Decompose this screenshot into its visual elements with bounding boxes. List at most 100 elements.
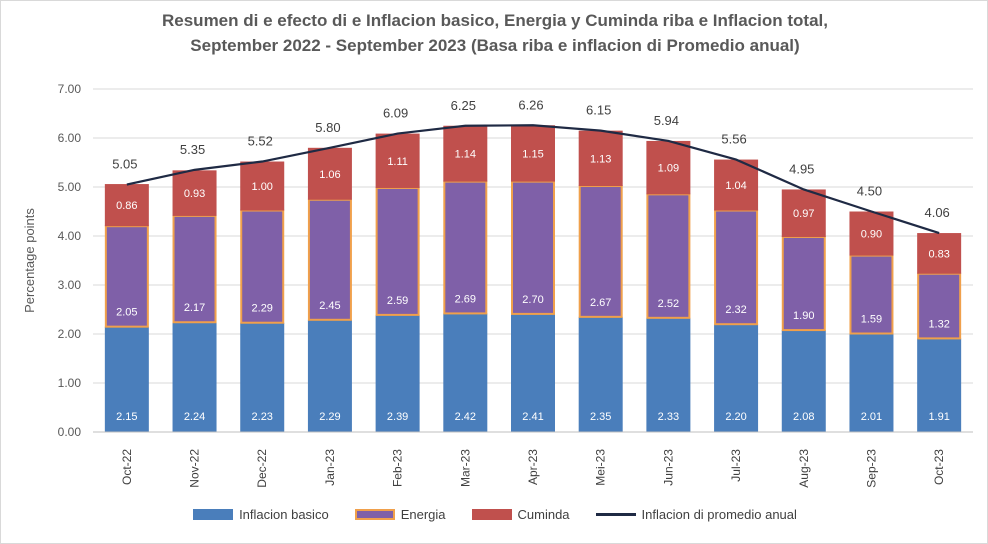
x-tick-label: Jan-23 xyxy=(323,449,337,486)
data-label-inflacion-promedio: 5.52 xyxy=(248,134,273,149)
data-label-cuminda: 1.11 xyxy=(387,156,408,168)
data-label-cuminda: 1.09 xyxy=(658,163,679,175)
legend-label-inflacion-promedio: Inflacion di promedio anual xyxy=(641,507,797,522)
data-label-inflacion-promedio: 5.56 xyxy=(721,132,746,147)
bar-cuminda xyxy=(714,159,759,211)
legend-item-energia: Energia xyxy=(354,507,446,522)
bar-cuminda xyxy=(781,189,826,237)
bar-inflacion-basico xyxy=(240,322,285,432)
legend-swatch-inflacion-basico xyxy=(193,509,234,520)
data-label-inflacion-promedio: 5.80 xyxy=(315,120,340,135)
bar-cuminda xyxy=(240,161,285,211)
data-label-energia: 2.52 xyxy=(658,298,679,310)
data-label-cuminda: 0.83 xyxy=(928,248,949,260)
data-label-inflacion-promedio: 5.94 xyxy=(654,113,679,128)
data-label-inflacion-promedio: 5.05 xyxy=(112,157,137,172)
x-tick-label: Oct-23 xyxy=(932,449,946,485)
data-label-energia: 2.45 xyxy=(319,300,340,312)
bar-inflacion-basico xyxy=(307,319,352,432)
bar-inflacion-basico xyxy=(172,322,217,432)
data-label-inflacion-promedio: 6.15 xyxy=(586,103,611,118)
data-label-inflacion-basico: 2.42 xyxy=(455,411,476,423)
data-label-inflacion-promedio: 4.06 xyxy=(924,205,949,220)
bar-inflacion-basico xyxy=(511,313,555,432)
legend-item-inflacion-basico: Inflacion basico xyxy=(193,507,329,522)
bar-energia xyxy=(646,193,691,319)
bar-inflacion-basico xyxy=(578,316,623,432)
legend-label-energia: Energia xyxy=(400,507,446,522)
data-label-energia: 1.90 xyxy=(793,310,814,322)
x-tick-label: Oct-22 xyxy=(120,449,134,485)
data-label-energia: 2.29 xyxy=(252,303,273,315)
data-label-inflacion-basico: 2.15 xyxy=(116,411,137,423)
bar-cuminda xyxy=(172,170,217,216)
x-tick-label: Jun-23 xyxy=(661,449,675,486)
y-tick-label: 0.00 xyxy=(58,425,82,439)
data-label-cuminda: 1.06 xyxy=(319,169,340,181)
bar-energia xyxy=(849,254,894,335)
legend-item-cuminda: Cuminda xyxy=(471,507,570,522)
legend-label-cuminda: Cuminda xyxy=(517,507,570,522)
legend-label-inflacion-basico: Inflacion basico xyxy=(239,507,329,522)
bar-energia xyxy=(443,180,488,315)
bar-inflacion-basico xyxy=(917,338,962,432)
data-label-inflacion-promedio: 6.26 xyxy=(518,97,543,112)
data-label-inflacion-basico: 2.35 xyxy=(590,411,611,423)
bar-inflacion-basico xyxy=(443,313,488,432)
legend-line-inflacion-promedio xyxy=(595,513,636,516)
data-label-inflacion-promedio: 5.35 xyxy=(180,142,205,157)
data-label-inflacion-basico: 2.29 xyxy=(319,411,340,423)
data-label-cuminda: 1.13 xyxy=(590,153,611,165)
x-tick-label: Apr-23 xyxy=(526,449,540,485)
chart-title: Resumen di e efecto di e Inflacion basic… xyxy=(162,11,828,30)
data-label-cuminda: 1.14 xyxy=(455,149,476,161)
y-tick-label: 2.00 xyxy=(58,327,82,341)
data-label-inflacion-basico: 2.39 xyxy=(387,411,408,423)
bar-cuminda xyxy=(375,133,420,188)
data-label-inflacion-basico: 2.41 xyxy=(522,411,543,423)
bar-cuminda xyxy=(849,211,894,256)
bar-energia xyxy=(781,235,826,332)
data-label-energia: 1.32 xyxy=(928,318,949,330)
x-tick-label: Nov-22 xyxy=(188,449,202,488)
x-tick-label: Mar-23 xyxy=(458,449,472,487)
y-tick-label: 1.00 xyxy=(58,376,82,390)
data-label-cuminda: 0.93 xyxy=(184,188,205,200)
x-tick-label: Aug-23 xyxy=(797,449,811,488)
data-label-cuminda: 1.15 xyxy=(522,148,543,160)
data-label-inflacion-basico: 2.20 xyxy=(725,411,746,423)
bar-energia xyxy=(307,198,352,321)
data-label-inflacion-basico: 2.08 xyxy=(793,411,814,423)
bar-energia xyxy=(714,209,759,326)
data-label-inflacion-basico: 2.24 xyxy=(184,411,205,423)
legend-swatch-cuminda xyxy=(471,509,512,520)
bar-energia xyxy=(375,186,420,316)
data-label-cuminda: 0.86 xyxy=(116,200,137,212)
chart-plot: 0.00 1.00 2.00 3.00 4.00 5.00 6.00 7.00 Percenta… xyxy=(22,82,973,488)
data-label-inflacion-promedio: 4.50 xyxy=(857,184,882,199)
data-label-inflacion-promedio: 6.25 xyxy=(451,98,476,113)
data-label-inflacion-basico: 2.23 xyxy=(252,411,273,423)
x-tick-label: Feb-23 xyxy=(391,449,405,487)
data-label-energia: 2.69 xyxy=(455,293,476,305)
bar-cuminda xyxy=(646,140,691,195)
bar-inflacion-basico xyxy=(646,317,691,432)
data-label-cuminda: 1.04 xyxy=(725,180,746,192)
data-label-cuminda: 0.97 xyxy=(793,208,814,220)
y-tick-label: 5.00 xyxy=(58,180,82,194)
bar-energia xyxy=(917,272,962,340)
data-label-inflacion-basico: 2.01 xyxy=(861,411,882,423)
bar-energia xyxy=(578,185,623,318)
legend-item-inflacion-promedio: Inflacion di promedio anual xyxy=(595,507,797,522)
bar-cuminda xyxy=(443,125,488,182)
bar-cuminda xyxy=(104,184,149,227)
x-tick-label: Sep-23 xyxy=(864,449,878,488)
bar-inflacion-basico xyxy=(781,330,826,432)
y-tick-label: 4.00 xyxy=(58,229,82,243)
data-label-inflacion-promedio: 6.09 xyxy=(383,106,408,121)
data-label-cuminda: 0.90 xyxy=(861,229,882,241)
data-label-energia: 2.17 xyxy=(184,302,205,314)
data-label-inflacion-basico: 2.33 xyxy=(658,411,679,423)
bar-energia xyxy=(511,180,555,315)
